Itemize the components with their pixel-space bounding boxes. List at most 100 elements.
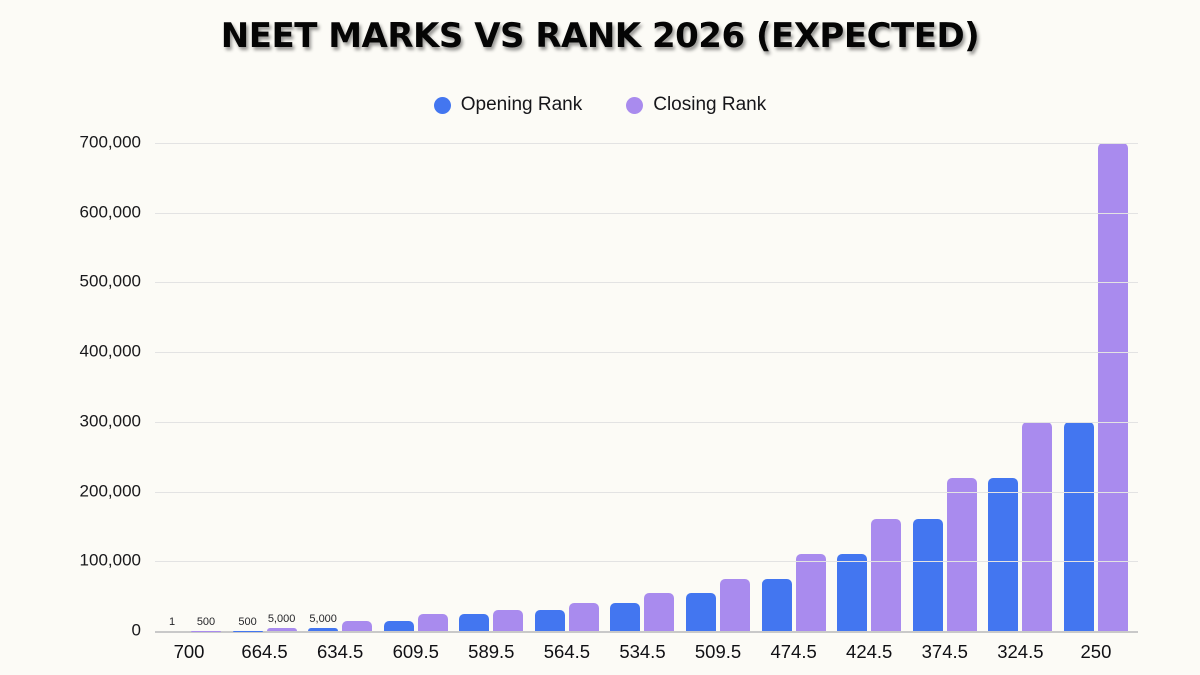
bar-opening-rank-589.5: [459, 613, 490, 631]
x-axis-tick-474.5: 474.5: [770, 641, 817, 662]
plot-area: 1 500 700 500 5,000 664.5 5,000 634.5 609.5 589.5…: [80, 133, 1138, 662]
bar-opening-rank-324.5: [988, 477, 1019, 631]
y-axis-tick-400000: 400,000: [79, 341, 141, 361]
legend-dot-closing-rank-icon: [626, 96, 644, 114]
bar-closing-rank-664.5: [266, 627, 297, 631]
x-axis-tick-564.5: 564.5: [543, 641, 591, 662]
bar-closing-rank-609.5: [417, 613, 448, 631]
bar-group-324.5: 324.5: [988, 143, 1053, 662]
bar-opening-rank-634.5: [308, 627, 339, 631]
bar-closing-rank-250: [1097, 143, 1128, 631]
y-axis-tick-0: 0: [131, 620, 141, 640]
bar-closing-rank-424.5: [871, 519, 902, 631]
y-axis-tick-100000: 100,000: [79, 550, 141, 570]
x-axis-tick-324.5: 324.5: [997, 641, 1044, 662]
bar-group-664.5: 500 5,000 664.5: [232, 143, 297, 662]
x-axis-tick-609.5: 609.5: [392, 641, 439, 662]
gridline-500000: [155, 282, 1138, 284]
bar-group-509.5: 509.5: [686, 143, 751, 662]
chart-title: NEET MARKS VS RANK 2026 (EXPECTED): [220, 16, 980, 56]
legend-label-opening-rank: Opening Rank: [460, 94, 583, 115]
bar-column-opening-rank-589.5: [459, 143, 490, 631]
bar-group-589.5: 589.5: [459, 143, 524, 662]
bar-value-label: 5,000: [267, 612, 296, 625]
x-axis-tick-424.5: 424.5: [846, 641, 893, 662]
bar-closing-rank-509.5: [720, 578, 751, 631]
x-axis-tick-589.5: 589.5: [468, 641, 515, 662]
y-axis-tick-200000: 200,000: [79, 481, 141, 501]
bar-value-label: 500: [238, 615, 257, 628]
bar-group-374.5: 374.5: [912, 143, 977, 662]
bar-opening-rank-250: [1063, 421, 1094, 631]
bar-column-opening-rank-634.5: 5,000: [308, 143, 339, 631]
bar-group-700: 1 500 700: [157, 143, 221, 662]
legend-item-closing-rank: Closing Rank: [626, 94, 766, 116]
bar-column-closing-rank-324.5: [1022, 143, 1053, 631]
bar-opening-rank-424.5: [837, 554, 868, 631]
bar-opening-rank-564.5: [534, 610, 565, 631]
bar-column-opening-rank-664.5: 500: [232, 143, 263, 631]
bar-closing-rank-589.5: [493, 610, 524, 631]
bar-column-closing-rank-474.5: [795, 143, 826, 631]
x-axis-tick-664.5: 664.5: [241, 641, 288, 662]
gridline-400000: [155, 352, 1138, 354]
bar-column-opening-rank-250: [1063, 143, 1094, 631]
bar-closing-rank-534.5: [644, 592, 675, 631]
bars-container: 1 500 700 500 5,000 664.5 5,000 634.5 609.5 589.5…: [155, 143, 1138, 662]
bar-closing-rank-564.5: [568, 603, 599, 631]
y-axis-tick-300000: 300,000: [79, 411, 141, 431]
y-axis-tick-600000: 600,000: [79, 202, 141, 222]
x-axis-tick-534.5: 534.5: [619, 641, 666, 662]
legend-item-opening-rank: Opening Rank: [433, 94, 583, 116]
x-axis-tick-374.5: 374.5: [921, 641, 968, 662]
x-axis-tick-700: 700: [173, 641, 205, 662]
bar-column-opening-rank-609.5: [383, 143, 414, 631]
x-axis-tick-509.5: 509.5: [694, 641, 742, 662]
bar-closing-rank-634.5: [342, 620, 373, 631]
bar-opening-rank-474.5: [761, 578, 792, 631]
gridline-300000: [155, 421, 1138, 423]
bar-column-closing-rank-509.5: [720, 143, 751, 631]
legend: Opening Rank Closing Rank: [0, 94, 1200, 116]
gridline-600000: [155, 212, 1138, 214]
bar-value-label: 5,000: [309, 612, 337, 625]
bar-opening-rank-509.5: [686, 592, 717, 631]
bar-column-closing-rank-374.5: [946, 143, 977, 631]
bar-group-474.5: 474.5: [761, 143, 826, 662]
bar-column-closing-rank-534.5: [644, 143, 675, 631]
gridline-200000: [155, 491, 1138, 493]
legend-dot-opening-rank-icon: [433, 96, 451, 114]
bar-group-634.5: 5,000 634.5: [308, 143, 373, 662]
bar-column-opening-rank-474.5: [761, 143, 792, 631]
bar-group-534.5: 534.5: [610, 143, 675, 662]
bar-column-closing-rank-664.5: 5,000: [266, 143, 297, 631]
bar-opening-rank-534.5: [610, 603, 641, 631]
y-axis-tick-500000: 500,000: [79, 272, 141, 292]
bar-column-opening-rank-324.5: [988, 143, 1019, 631]
bar-group-609.5: 609.5: [383, 143, 448, 662]
bar-value-label: 1: [168, 616, 176, 628]
bar-column-closing-rank-564.5: [568, 143, 599, 631]
bar-closing-rank-374.5: [946, 477, 977, 631]
bar-column-closing-rank-700: 500: [191, 143, 221, 631]
bar-column-opening-rank-564.5: [534, 143, 565, 631]
bar-group-424.5: 424.5: [837, 143, 902, 662]
x-axis-tick-250: 250: [1080, 641, 1112, 662]
bar-column-closing-rank-589.5: [493, 143, 524, 631]
y-axis-tick-700000: 700,000: [79, 132, 141, 152]
bar-value-label: 500: [196, 615, 216, 628]
bar-group-564.5: 564.5: [534, 143, 599, 662]
bar-column-opening-rank-700: 1: [157, 143, 187, 631]
gridline-100000: [155, 561, 1138, 563]
bar-column-closing-rank-634.5: [342, 143, 373, 631]
bar-column-opening-rank-374.5: [912, 143, 943, 631]
bar-column-opening-rank-424.5: [837, 143, 868, 631]
bar-opening-rank-609.5: [383, 620, 414, 631]
legend-label-closing-rank: Closing Rank: [653, 94, 767, 115]
bar-column-opening-rank-509.5: [686, 143, 717, 631]
bar-opening-rank-374.5: [912, 519, 943, 631]
bar-column-closing-rank-250: [1097, 143, 1128, 631]
bar-closing-rank-324.5: [1022, 421, 1053, 631]
bar-group-250: 250: [1063, 143, 1128, 662]
bar-closing-rank-474.5: [795, 554, 826, 631]
